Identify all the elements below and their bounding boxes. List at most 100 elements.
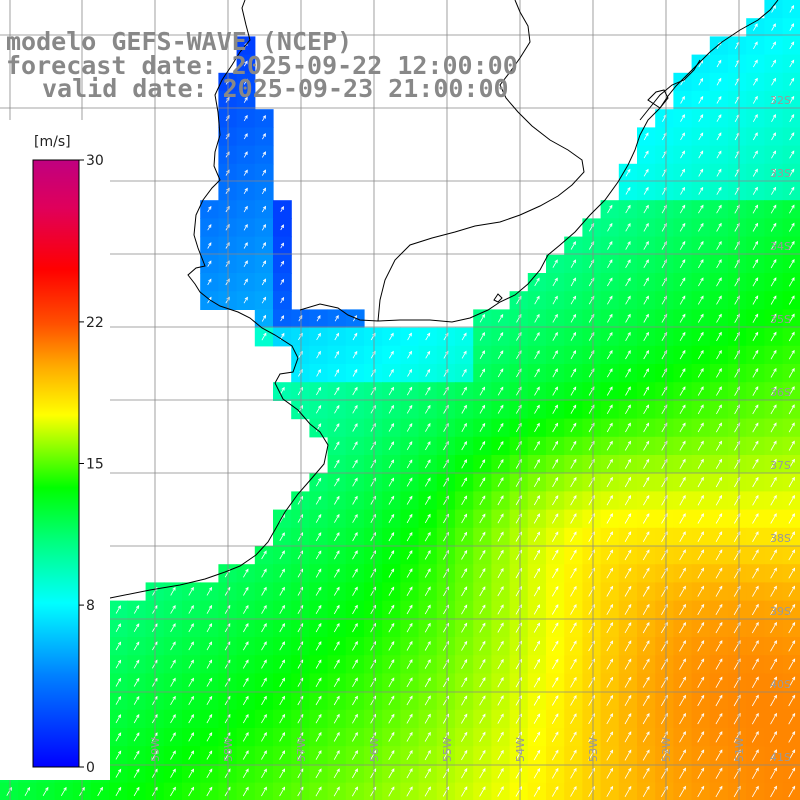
wind-cell: [709, 436, 729, 456]
wind-cell: [382, 455, 401, 474]
wind-cell: [746, 236, 765, 256]
wind-arrow: [424, 640, 431, 651]
wind-arrow: [770, 785, 777, 798]
wind-cell: [691, 709, 711, 729]
wind-arrow: [461, 677, 468, 688]
wind-arrow: [624, 622, 632, 634]
wind-arrow: [424, 568, 431, 578]
wind-cell: [546, 455, 565, 474]
wind-arrow: [170, 714, 176, 724]
wind-arrow: [461, 386, 467, 396]
wind-cell: [746, 564, 765, 583]
wind-arrow: [206, 604, 213, 614]
wind-cell: [200, 273, 219, 292]
wind-arrow: [242, 768, 249, 779]
wind-cell: [728, 54, 747, 74]
wind-arrow: [752, 114, 758, 122]
wind-arrow: [643, 495, 650, 506]
wind-arrow: [642, 513, 650, 524]
wind-cell: [345, 746, 365, 765]
wind-cell: [618, 382, 638, 401]
wind-arrow: [716, 240, 722, 250]
wind-arrow: [680, 186, 685, 195]
wind-arrow: [643, 259, 649, 269]
wind-cell: [764, 18, 784, 37]
wind-arrow: [771, 59, 776, 68]
wind-cell: [709, 618, 729, 638]
wind-cell: [691, 546, 711, 565]
wind-cell: [236, 709, 256, 729]
wind-cell: [709, 364, 729, 383]
wind-arrow: [551, 695, 559, 706]
wind-arrow: [534, 368, 540, 378]
wind-arrow: [570, 495, 577, 506]
wind-arrow: [497, 422, 504, 433]
wind-arrow: [461, 350, 467, 359]
wind-arrow: [388, 659, 395, 669]
wind-cell: [746, 273, 765, 292]
wind-arrow: [406, 423, 413, 432]
wind-cell: [582, 637, 602, 656]
wind-cell: [273, 673, 292, 693]
wind-cell: [254, 655, 274, 674]
wind-cell: [600, 273, 620, 292]
wind-cell: [527, 382, 547, 401]
wind-arrow: [461, 586, 468, 597]
wind-arrow: [479, 768, 486, 779]
lat-label: 36S: [770, 386, 791, 399]
wind-cell: [509, 400, 529, 420]
wind-arrow: [570, 513, 577, 524]
wind-arrow: [242, 695, 249, 706]
wind-cell: [400, 564, 420, 583]
wind-cell: [618, 546, 638, 565]
wind-cell: [364, 637, 383, 656]
wind-cell: [582, 746, 602, 765]
wind-cell: [273, 509, 292, 529]
wind-cell: [582, 691, 602, 711]
wind-cell: [655, 455, 674, 474]
wind-arrow: [115, 750, 122, 760]
wind-arrow: [261, 604, 267, 614]
wind-arrow: [752, 95, 758, 104]
title-valid-date: valid date: 2025-09-23 21:00:00: [42, 74, 509, 103]
wind-arrow: [115, 732, 122, 742]
wind-arrow: [679, 640, 686, 652]
wind-arrow: [570, 476, 577, 488]
wind-arrow: [606, 386, 613, 396]
wind-cell: [764, 273, 784, 292]
wind-arrow: [242, 786, 249, 797]
wind-cell: [600, 436, 620, 456]
wind-arrow: [533, 567, 541, 579]
wind-cell: [400, 364, 420, 383]
colorbar-tick-label: 0: [86, 760, 95, 776]
wind-cell: [600, 746, 620, 765]
wind-arrow: [388, 423, 395, 432]
wind-arrow: [679, 567, 686, 579]
wind-arrow: [642, 785, 650, 797]
wind-cell: [327, 509, 347, 529]
wind-arrow: [771, 186, 777, 195]
wind-arrow: [479, 422, 486, 433]
wind-cell: [491, 382, 511, 401]
wind-cell: [691, 163, 711, 183]
wind-cell: [655, 600, 674, 620]
wind-arrow: [552, 531, 559, 542]
wind-cell: [182, 746, 201, 765]
wind-arrow: [352, 622, 358, 633]
wind-cell: [309, 709, 329, 729]
wind-cell: [491, 564, 511, 583]
wind-arrow: [715, 785, 723, 798]
wind-cell: [491, 600, 511, 620]
wind-cell: [382, 400, 401, 420]
wind-cell: [400, 473, 420, 492]
wind-arrow: [679, 513, 686, 524]
wind-arrow: [242, 713, 249, 724]
wind-arrow: [788, 277, 795, 287]
wind-arrow: [225, 169, 230, 176]
wind-cell: [236, 236, 256, 256]
wind-cell: [637, 582, 656, 602]
wind-arrow: [625, 168, 631, 177]
wind-cell: [473, 764, 492, 784]
wind-cell: [673, 72, 693, 92]
